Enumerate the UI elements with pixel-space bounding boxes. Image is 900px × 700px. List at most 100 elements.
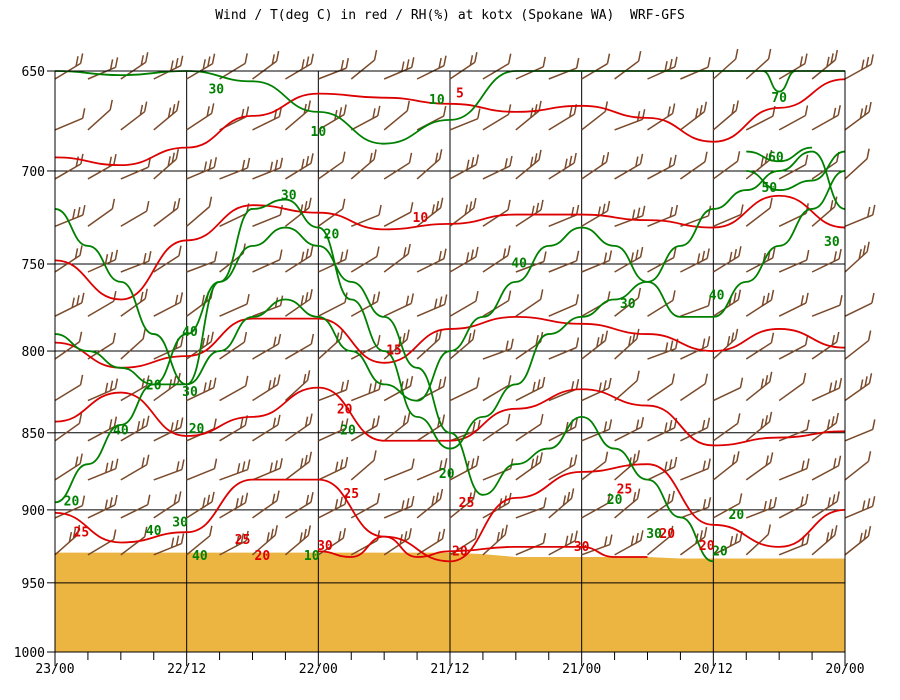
barb-flag — [862, 245, 866, 256]
barb-flag — [136, 421, 141, 432]
barb-flag — [701, 419, 706, 431]
barb-shaft — [844, 460, 869, 481]
barb-shaft — [120, 210, 148, 227]
barb-flag — [307, 100, 312, 111]
barb-flag — [738, 246, 742, 257]
barb-flag — [668, 420, 673, 431]
barb-flag — [701, 338, 706, 349]
barb-flag — [669, 340, 674, 351]
x-tick-label: 20/00 — [825, 662, 864, 677]
barb-flag — [473, 197, 477, 209]
barb-flag — [68, 531, 73, 543]
barb-flag — [246, 157, 251, 169]
wind-barb — [449, 291, 479, 317]
wind-barb — [54, 374, 84, 402]
barb-flag — [180, 533, 185, 544]
wind-barb — [679, 151, 708, 180]
barb-flag — [175, 535, 180, 546]
barb-shaft — [120, 536, 146, 556]
barb-flag — [406, 59, 410, 70]
contour-label: 20 — [324, 228, 340, 243]
barb-flag — [535, 334, 539, 346]
wind-barb — [515, 452, 543, 481]
barb-flag — [178, 491, 182, 502]
rh-contour-50 — [746, 150, 846, 191]
barb-flag — [534, 153, 538, 164]
wind-barb — [482, 104, 512, 131]
barb-flag — [605, 151, 610, 163]
barb-shaft — [778, 114, 806, 131]
barb-shaft — [219, 468, 248, 481]
barb-flag — [244, 53, 248, 64]
barb-flag — [405, 295, 410, 306]
barb-flag — [470, 156, 475, 168]
barb-flag — [703, 526, 708, 538]
wind-barb — [713, 204, 744, 227]
barb-flag — [805, 292, 809, 304]
barb-flag — [144, 288, 148, 299]
barb-flag — [537, 379, 541, 390]
wind-barb — [679, 373, 709, 402]
barb-flag — [175, 149, 180, 160]
barb-flag — [213, 157, 218, 168]
barb-flag — [737, 289, 742, 300]
barb-shaft — [581, 110, 606, 131]
barb-shaft — [713, 387, 741, 402]
barb-flag — [340, 420, 344, 431]
barb-flag — [376, 246, 380, 257]
barb-flag — [806, 533, 810, 544]
barb-flag — [477, 108, 481, 119]
barb-shaft — [383, 162, 410, 180]
barb-shaft — [482, 423, 509, 442]
wind-barb — [581, 53, 611, 80]
y-tick-label: 750 — [22, 258, 45, 273]
barb-flag — [573, 152, 577, 164]
barb-flag — [569, 106, 573, 118]
barb-shaft — [383, 467, 413, 481]
barb-flag — [81, 495, 86, 506]
barb-flag — [170, 422, 174, 433]
barb-flag — [504, 524, 508, 535]
wind-barb — [219, 375, 249, 402]
barb-flag — [608, 377, 612, 389]
wind-barb — [844, 496, 876, 519]
wind-barb — [120, 251, 152, 273]
wind-barb — [680, 458, 711, 481]
barb-flag — [271, 54, 276, 65]
barb-flag — [831, 494, 836, 505]
wind-barb — [416, 248, 447, 273]
wind-barb — [614, 246, 644, 273]
barb-flag — [706, 417, 711, 428]
wind-barb — [416, 294, 448, 317]
barb-flag — [509, 458, 514, 469]
barb-flag — [210, 103, 215, 114]
barb-shaft — [219, 341, 245, 360]
barb-shaft — [285, 343, 312, 360]
barb-flag — [667, 106, 671, 117]
barb-flag — [570, 488, 575, 499]
barb-flag — [176, 461, 180, 472]
barb-shaft — [581, 502, 609, 519]
barb-flag — [734, 533, 738, 544]
barb-flag — [434, 298, 438, 309]
wind-barb — [318, 418, 349, 442]
barb-flag — [861, 59, 865, 70]
barb-flag — [338, 107, 343, 118]
wind-barb — [54, 153, 84, 180]
wind-barb — [416, 105, 447, 131]
contour-label: 20 — [189, 422, 205, 437]
barb-flag — [438, 57, 442, 69]
barb-flag — [868, 101, 872, 113]
wind-barb — [647, 456, 678, 481]
barb-flag — [404, 378, 409, 389]
wind-barb — [350, 291, 381, 317]
wind-barb — [614, 50, 642, 80]
barb-flag — [277, 414, 281, 425]
wind-barb — [811, 49, 839, 80]
barb-flag — [79, 53, 84, 64]
contour-label: 20 — [439, 467, 455, 482]
wind-barb — [515, 199, 544, 227]
x-tick-label: 21/00 — [562, 662, 601, 677]
wind-barb — [87, 458, 119, 481]
barb-flag — [630, 535, 635, 546]
